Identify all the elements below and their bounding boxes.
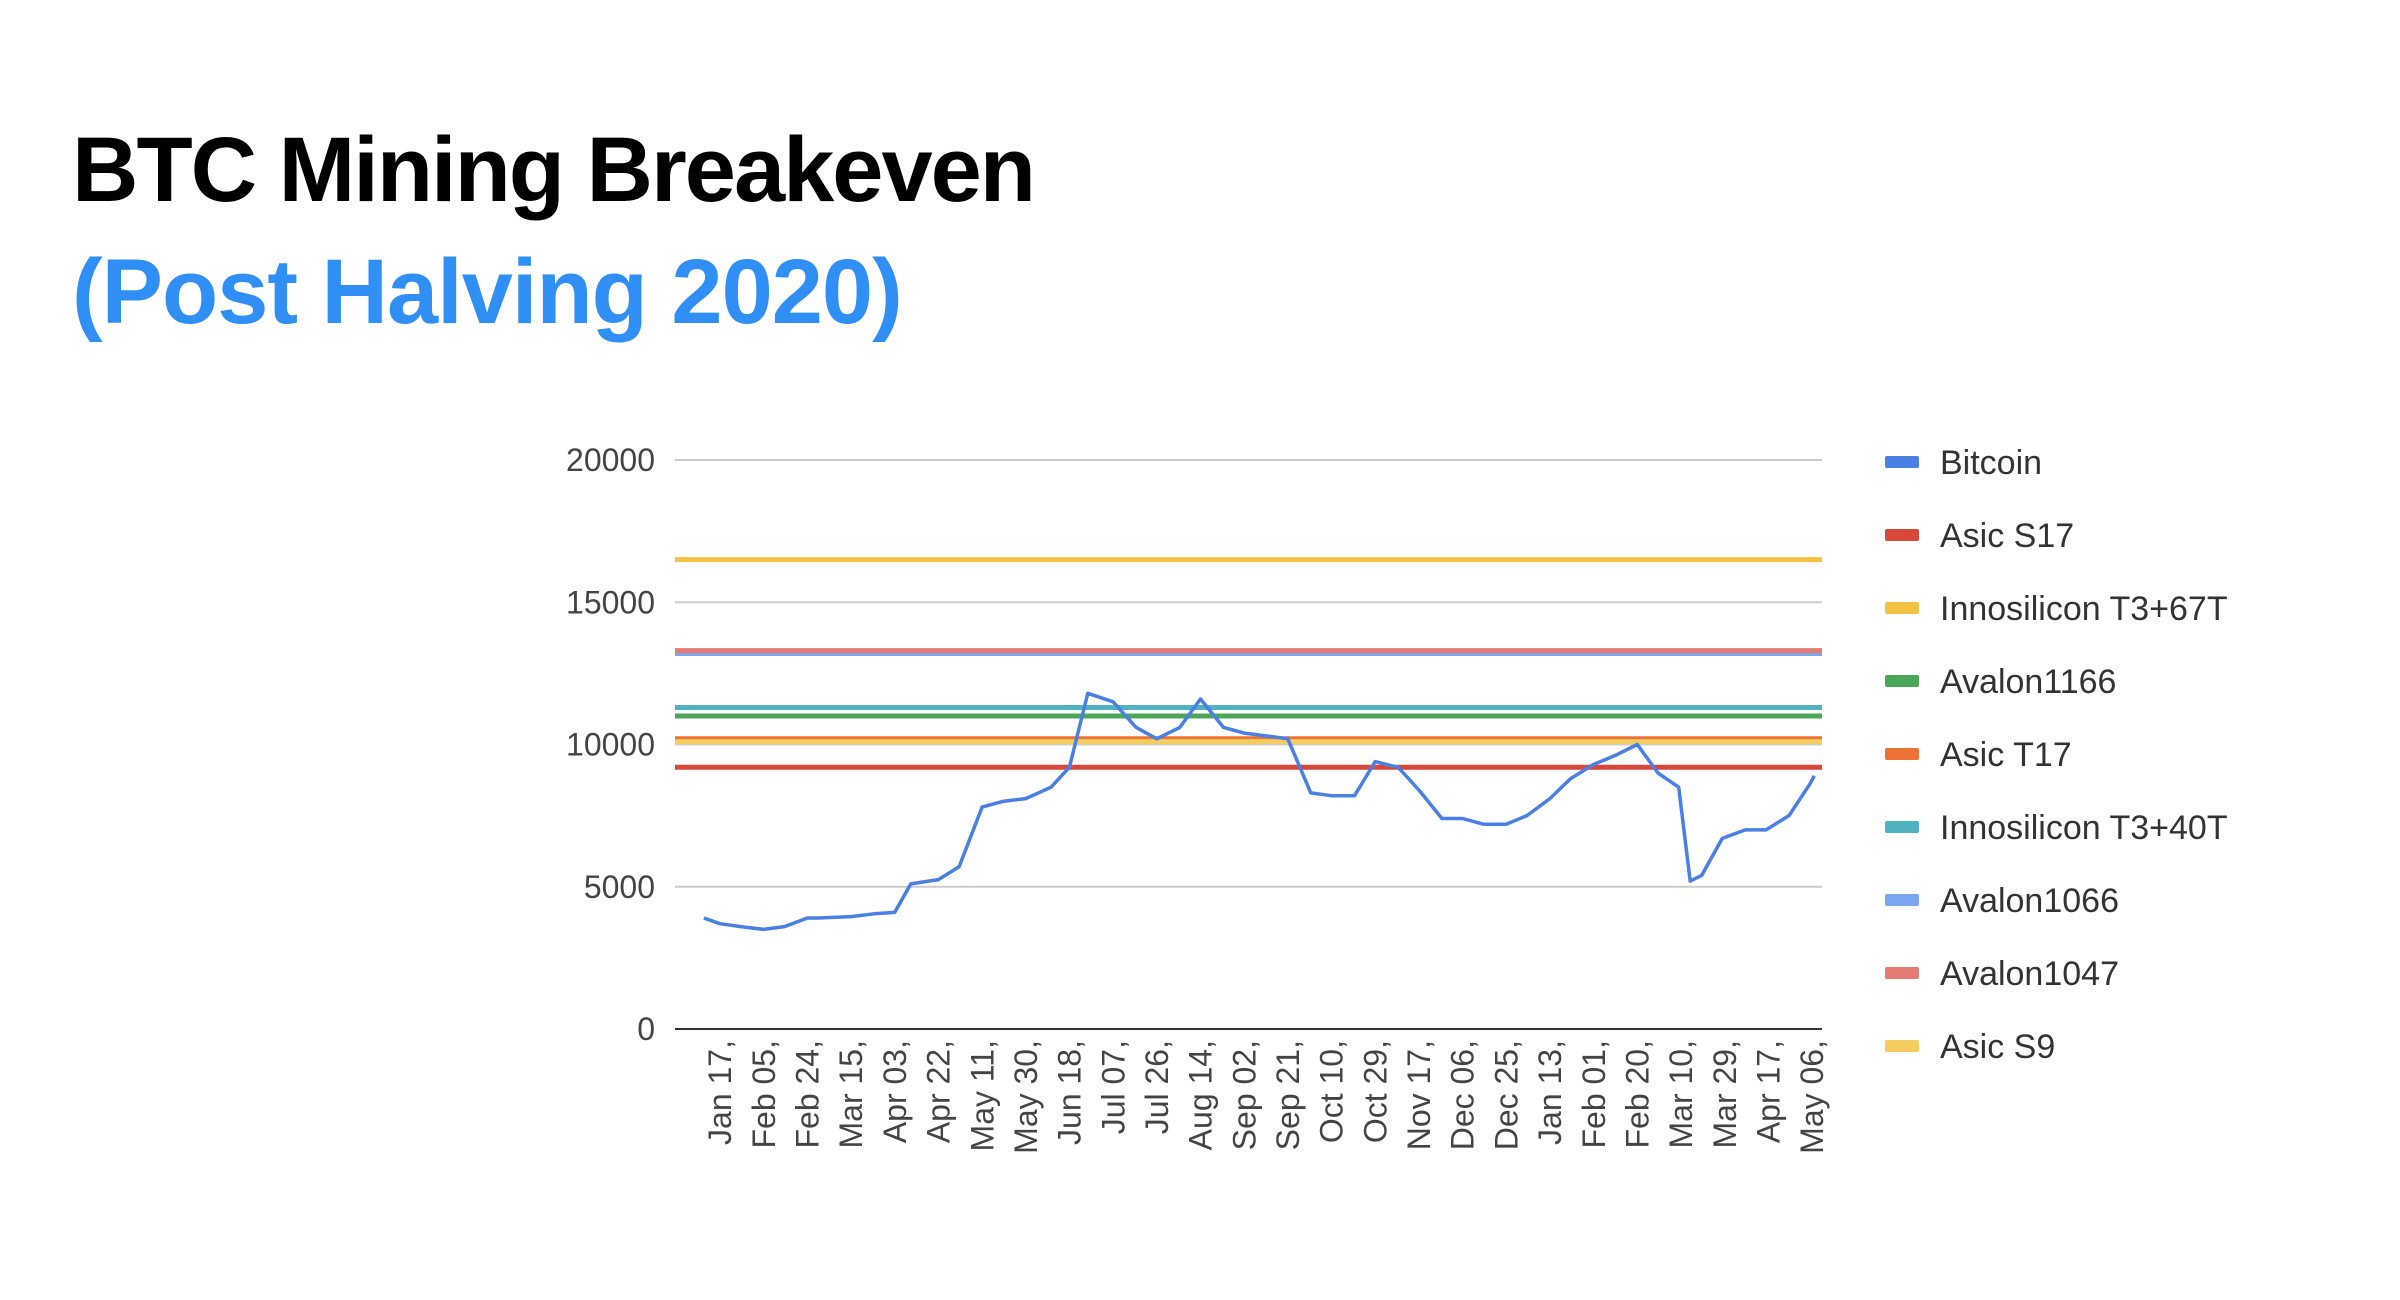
- x-tick-label: Mar 10,: [1663, 1040, 1699, 1148]
- legend-swatch: [1885, 1040, 1919, 1052]
- x-tick-label: Sep 02,: [1226, 1040, 1262, 1150]
- x-tick-label: Jan 17,: [702, 1040, 738, 1145]
- x-tick-label: Mar 29,: [1707, 1040, 1743, 1148]
- x-tick-label: Feb 20,: [1619, 1040, 1655, 1149]
- x-tick-label: Apr 17,: [1751, 1040, 1787, 1143]
- x-tick-label: Oct 29,: [1357, 1040, 1393, 1143]
- slide-subtitle: (Post Halving 2020): [72, 241, 903, 343]
- x-tick-label: Jul 07,: [1095, 1040, 1131, 1134]
- x-tick-label: Feb 05,: [746, 1040, 782, 1149]
- y-axis-tick-labels: 0 5000 10000 15000 20000: [566, 442, 655, 1047]
- legend-swatch: [1885, 894, 1919, 906]
- y-tick-label: 20000: [566, 442, 655, 478]
- legend-label: Bitcoin: [1940, 444, 2042, 482]
- legend-label: Asic S17: [1940, 517, 2074, 555]
- y-tick-label: 5000: [584, 869, 655, 905]
- breakeven-lines: [675, 557, 1822, 770]
- x-tick-label: Sep 21,: [1270, 1040, 1306, 1150]
- x-tick-label: Dec 06,: [1445, 1040, 1481, 1150]
- x-tick-label: Feb 24,: [790, 1040, 826, 1149]
- x-tick-label: Aug 14,: [1183, 1040, 1219, 1150]
- x-tick-label: May 06,: [1794, 1040, 1830, 1154]
- x-tick-label: Oct 10,: [1314, 1040, 1350, 1143]
- x-tick-label: Jun 18,: [1052, 1040, 1088, 1145]
- y-tick-label: 10000: [566, 727, 655, 763]
- bitcoin-line: [703, 691, 1816, 932]
- legend-label: Asic S9: [1940, 1028, 2055, 1066]
- x-tick-label: Jul 26,: [1139, 1040, 1175, 1134]
- y-tick-label: 0: [637, 1011, 655, 1047]
- legend-label: Innosilicon T3+67T: [1940, 590, 2228, 628]
- y-tick-label: 15000: [566, 584, 655, 620]
- slide-title: BTC Mining Breakeven: [72, 119, 1036, 221]
- legend-label: Avalon1066: [1940, 882, 2119, 920]
- gridlines: [675, 459, 1822, 888]
- legend-label: Avalon1047: [1940, 955, 2119, 993]
- bitcoin-series: [703, 691, 1816, 932]
- legend-label: Innosilicon T3+40T: [1940, 809, 2228, 847]
- x-tick-label: Dec 25,: [1488, 1040, 1524, 1150]
- x-tick-label: Feb 01,: [1576, 1040, 1612, 1149]
- legend-swatch: [1885, 456, 1919, 468]
- legend-label: Asic T17: [1940, 736, 2072, 774]
- legend-swatch: [1885, 821, 1919, 833]
- legend-swatch: [1885, 602, 1919, 614]
- legend: Bitcoin Asic S17 Innosilicon T3+67T Avalon1…: [1885, 444, 2228, 1066]
- x-tick-label: Apr 22,: [921, 1040, 957, 1143]
- x-tick-label: Jan 13,: [1532, 1040, 1568, 1145]
- legend-label: Avalon1166: [1940, 663, 2116, 701]
- legend-swatch: [1885, 529, 1919, 541]
- legend-swatch: [1885, 748, 1919, 760]
- x-tick-label: Mar 15,: [833, 1040, 869, 1148]
- x-axis-tick-labels: Jan 17, Feb 05, Feb 24, Mar 15, Apr 03, Apr 2…: [702, 1040, 1830, 1154]
- legend-swatch: [1885, 675, 1919, 687]
- x-tick-label: May 11,: [964, 1040, 1000, 1151]
- x-tick-label: May 30,: [1008, 1040, 1044, 1154]
- x-tick-label: Apr 03,: [877, 1040, 913, 1143]
- legend-swatch: [1885, 967, 1919, 979]
- x-tick-label: Nov 17,: [1401, 1040, 1437, 1150]
